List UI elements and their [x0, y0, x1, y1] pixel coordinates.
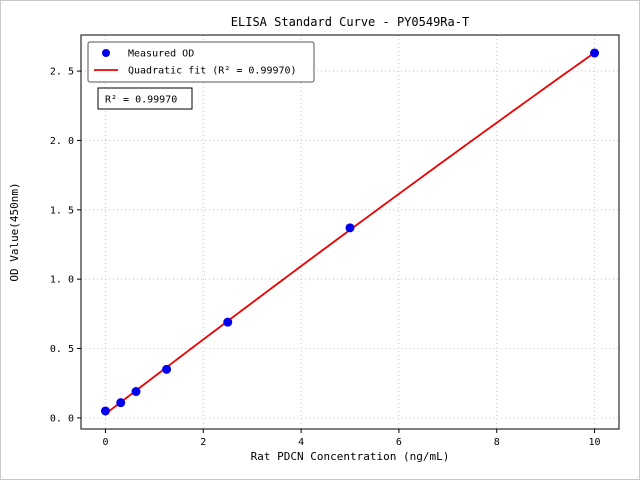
x-tick-label: 10 [589, 437, 601, 448]
data-point [131, 387, 141, 397]
data-point [162, 364, 172, 374]
data-point [223, 317, 233, 327]
chart-title: ELISA Standard Curve - PY0549Ra-T [231, 15, 469, 29]
data-point [100, 406, 110, 416]
x-tick-label: 0 [102, 437, 108, 448]
x-tick-label: 4 [298, 437, 304, 448]
x-axis-label: Rat PDCN Concentration (ng/mL) [251, 450, 450, 463]
axes: 0 2 4 6 8 10 0. 0 0. 5 1. 0 1. 5 2. 0 2. 5 [50, 34, 620, 448]
data-point [116, 398, 126, 408]
r-squared-box [97, 87, 193, 110]
legend-marker-measured-od [102, 49, 110, 57]
y-tick-label: 2. 0 [50, 136, 74, 147]
y-tick-label: 0. 0 [50, 413, 74, 424]
plot-series [100, 48, 600, 416]
legend-box [87, 41, 315, 83]
data-point [590, 48, 600, 58]
y-tick-label: 1. 0 [50, 275, 74, 286]
y-tick-label: 0. 5 [50, 344, 74, 355]
data-point [345, 223, 355, 233]
y-tick-label: 2. 5 [50, 67, 74, 78]
r-squared-text: R² = 0.99970 [105, 95, 177, 106]
x-tick-label: 2 [200, 437, 206, 448]
x-tick-label: 6 [396, 437, 402, 448]
legend: Measured OD Quadratic fit (R² = 0.99970) [87, 41, 315, 83]
legend-label-measured-od: Measured OD [128, 49, 194, 60]
plot-border [80, 34, 620, 430]
r-squared-annotation: R² = 0.99970 [97, 87, 193, 110]
legend-label-quadratic-fit: Quadratic fit (R² = 0.99970) [128, 66, 297, 77]
x-tick-label: 8 [494, 437, 500, 448]
y-axis-label: OD Value(450nm) [8, 182, 21, 281]
grid-lines [81, 35, 619, 429]
y-tick-label: 1. 5 [50, 205, 74, 216]
